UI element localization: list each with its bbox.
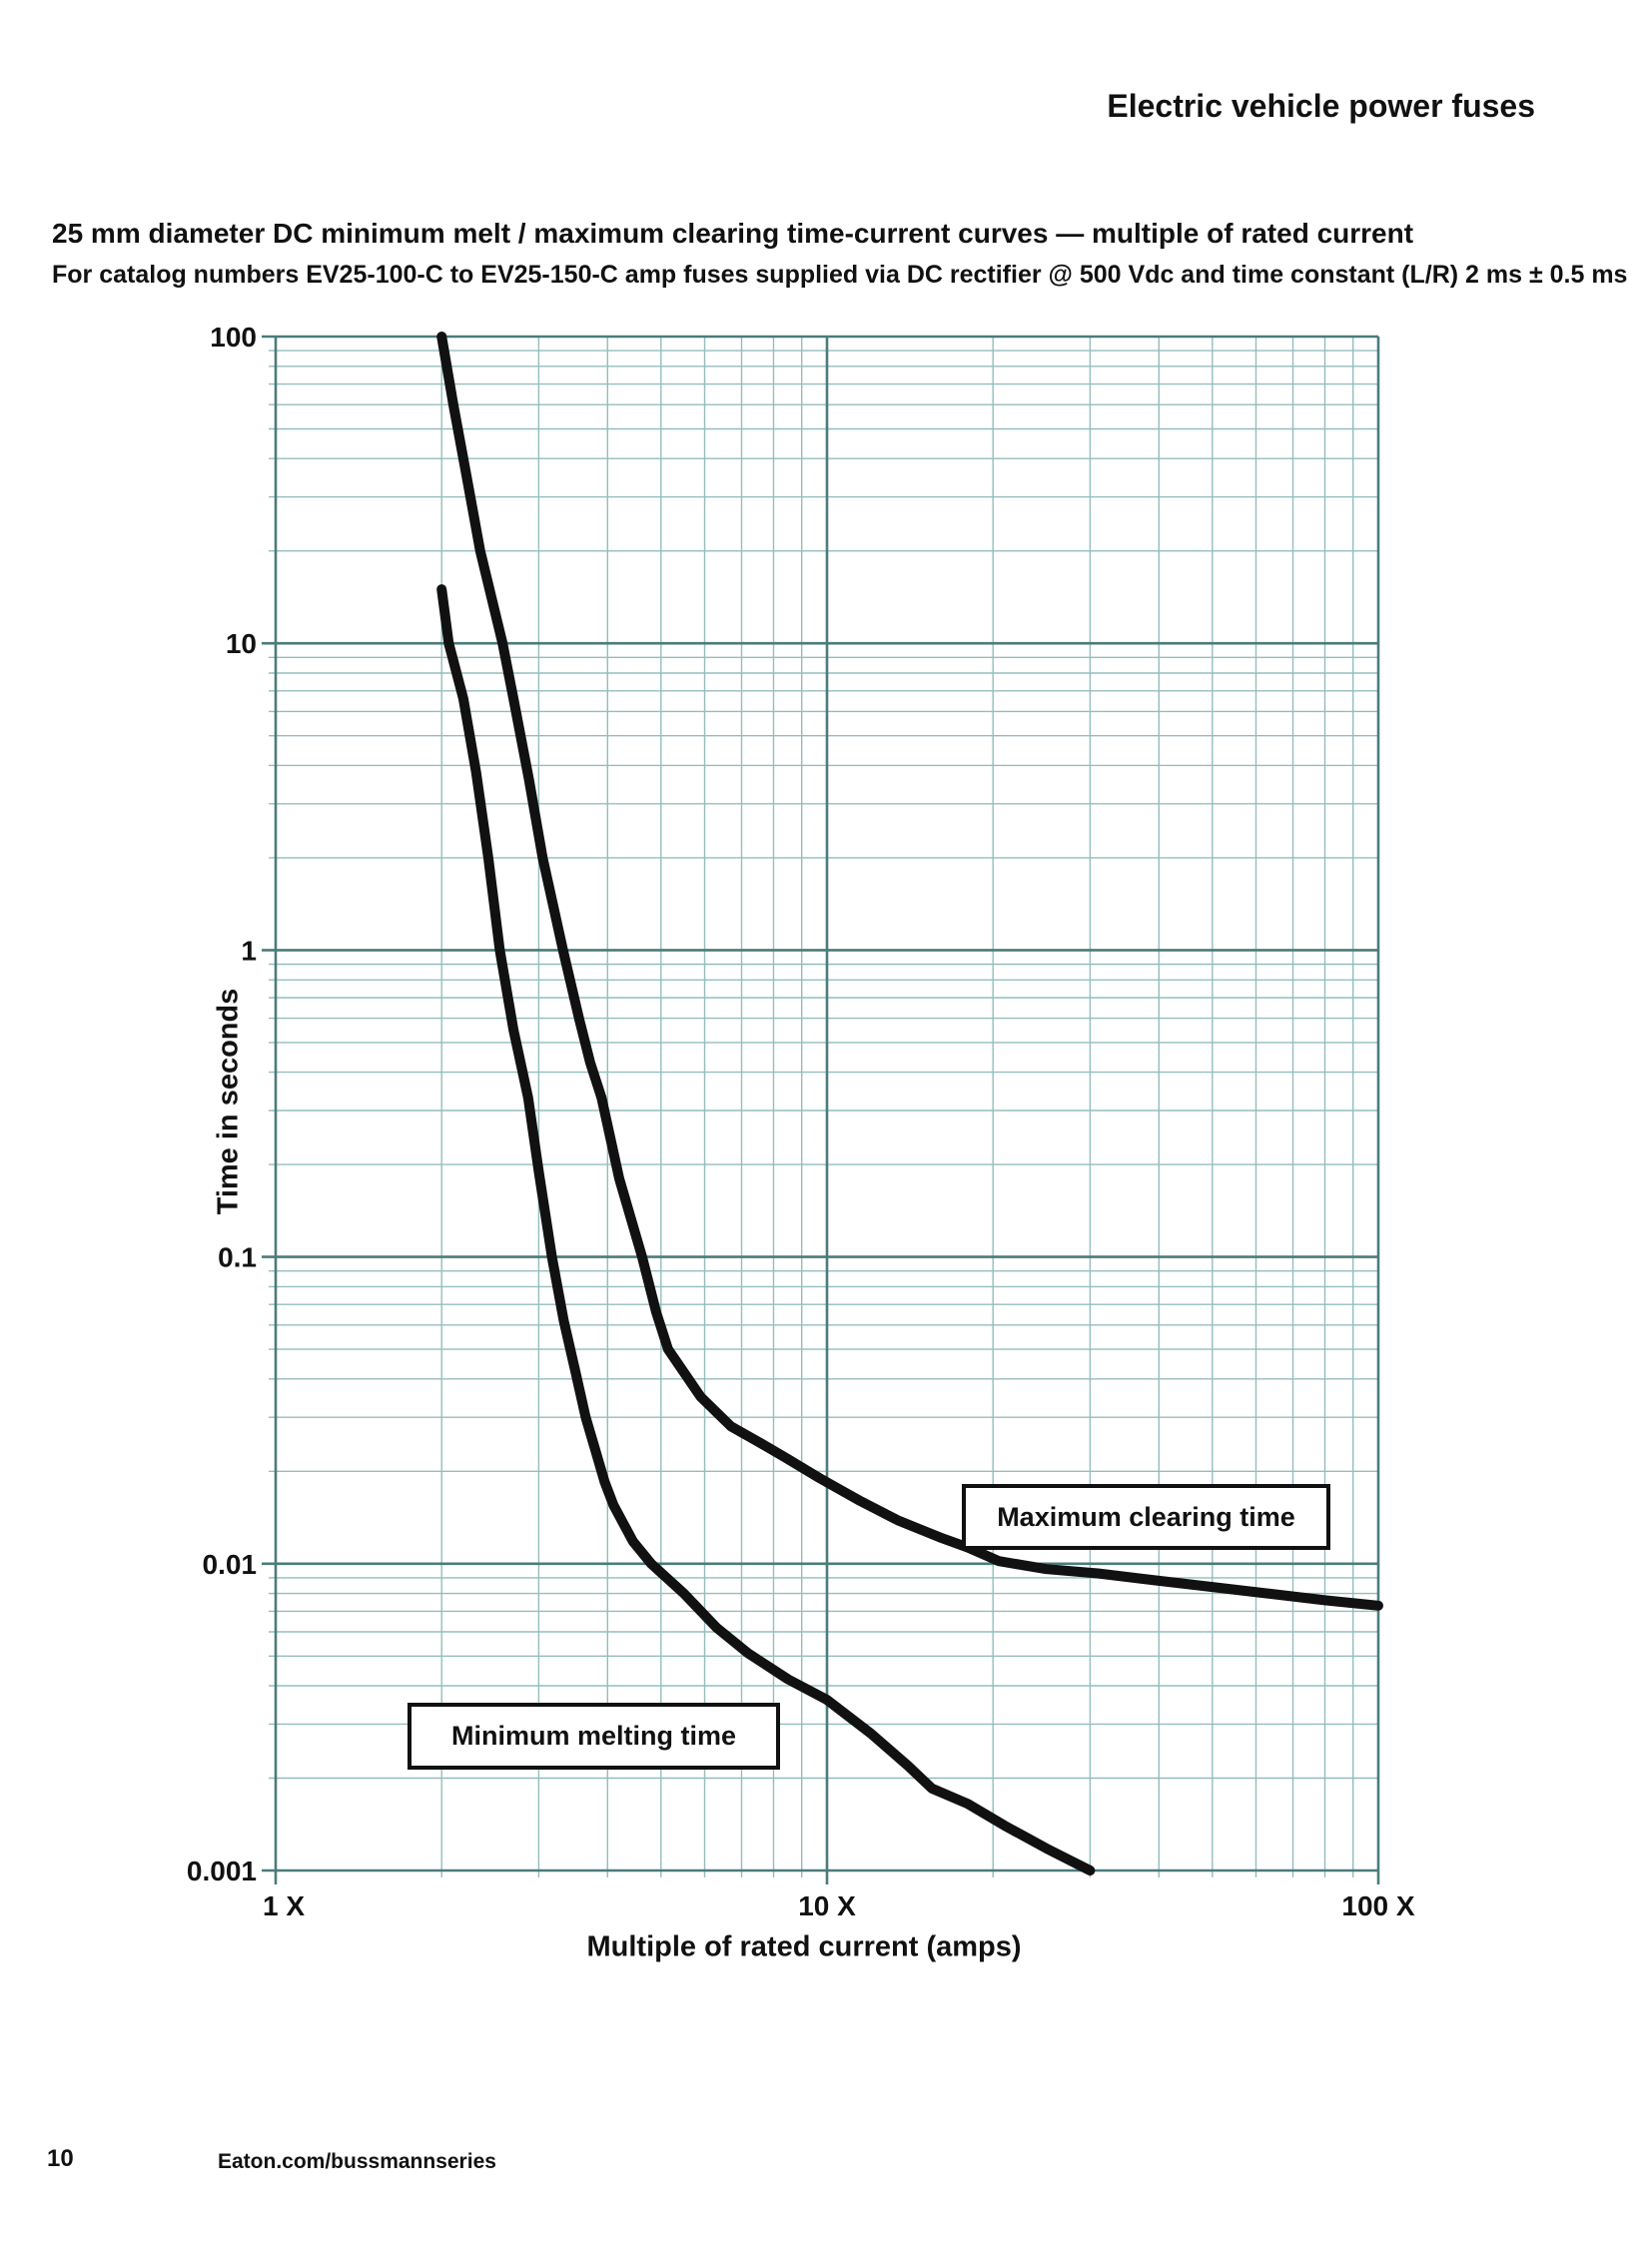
max-clearing-time-callout: Maximum clearing time <box>962 1484 1330 1550</box>
x-axis-title: Multiple of rated current (amps) <box>586 1930 1022 1963</box>
y-axis-title: Time in seconds <box>212 988 245 1215</box>
chart-subtitle: For catalog numbers EV25-100-C to EV25-1… <box>52 261 1628 289</box>
min-melting-time-callout: Minimum melting time <box>408 1703 780 1770</box>
page-number: 10 <box>47 2145 74 2172</box>
y-tick-label: 100 <box>210 322 257 353</box>
maximum-clearing-curve <box>436 332 1383 1611</box>
y-tick-label: 0.01 <box>203 1549 258 1580</box>
x-tick-label: 10 X <box>798 1890 856 1921</box>
footer-url: Eaton.com/bussmannseries <box>218 2150 496 2173</box>
minimum-melting-curve <box>436 584 1096 1875</box>
y-tick-label: 1 <box>241 935 257 966</box>
y-tick-label: 0.001 <box>187 1856 257 1886</box>
min-melting-time-label: Minimum melting time <box>450 1721 737 1751</box>
y-tick-label: 0.1 <box>218 1242 257 1273</box>
max-clearing-time-label: Maximum clearing time <box>997 1501 1295 1532</box>
y-tick-label: 10 <box>226 628 257 659</box>
page-header: Electric vehicle power fuses <box>1107 88 1535 124</box>
chart-title: 25 mm diameter DC minimum melt / maximum… <box>52 218 1414 249</box>
x-tick-label: 1 X <box>263 1890 305 1921</box>
x-tick-label: 100 X <box>1341 1890 1414 1921</box>
